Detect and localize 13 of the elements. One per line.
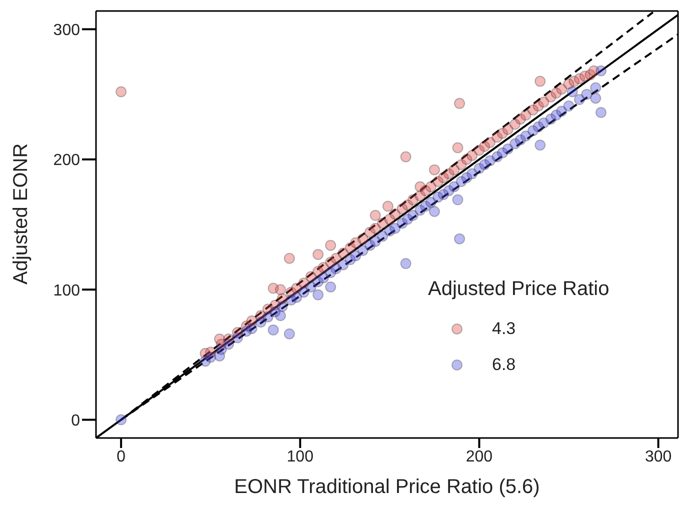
legend-label: 6.8 <box>492 355 516 375</box>
y-axis-title: Adjusted EONR <box>10 143 32 284</box>
y-tick-label: 200 <box>53 152 80 170</box>
x-axis-title: EONR Traditional Price Ratio (5.6) <box>234 476 540 498</box>
y-tick-label: 100 <box>53 282 80 300</box>
y-tick-label: 0 <box>71 412 80 430</box>
legend-label: 4.3 <box>492 319 516 339</box>
x-tick-label: 200 <box>466 448 493 466</box>
legend-title: Adjusted Price Ratio <box>428 278 610 301</box>
x-tick-label: 300 <box>644 448 672 466</box>
x-tick-label: 100 <box>286 448 314 466</box>
y-tick-label: 300 <box>53 22 80 39</box>
x-tick-label: 0 <box>116 448 126 466</box>
